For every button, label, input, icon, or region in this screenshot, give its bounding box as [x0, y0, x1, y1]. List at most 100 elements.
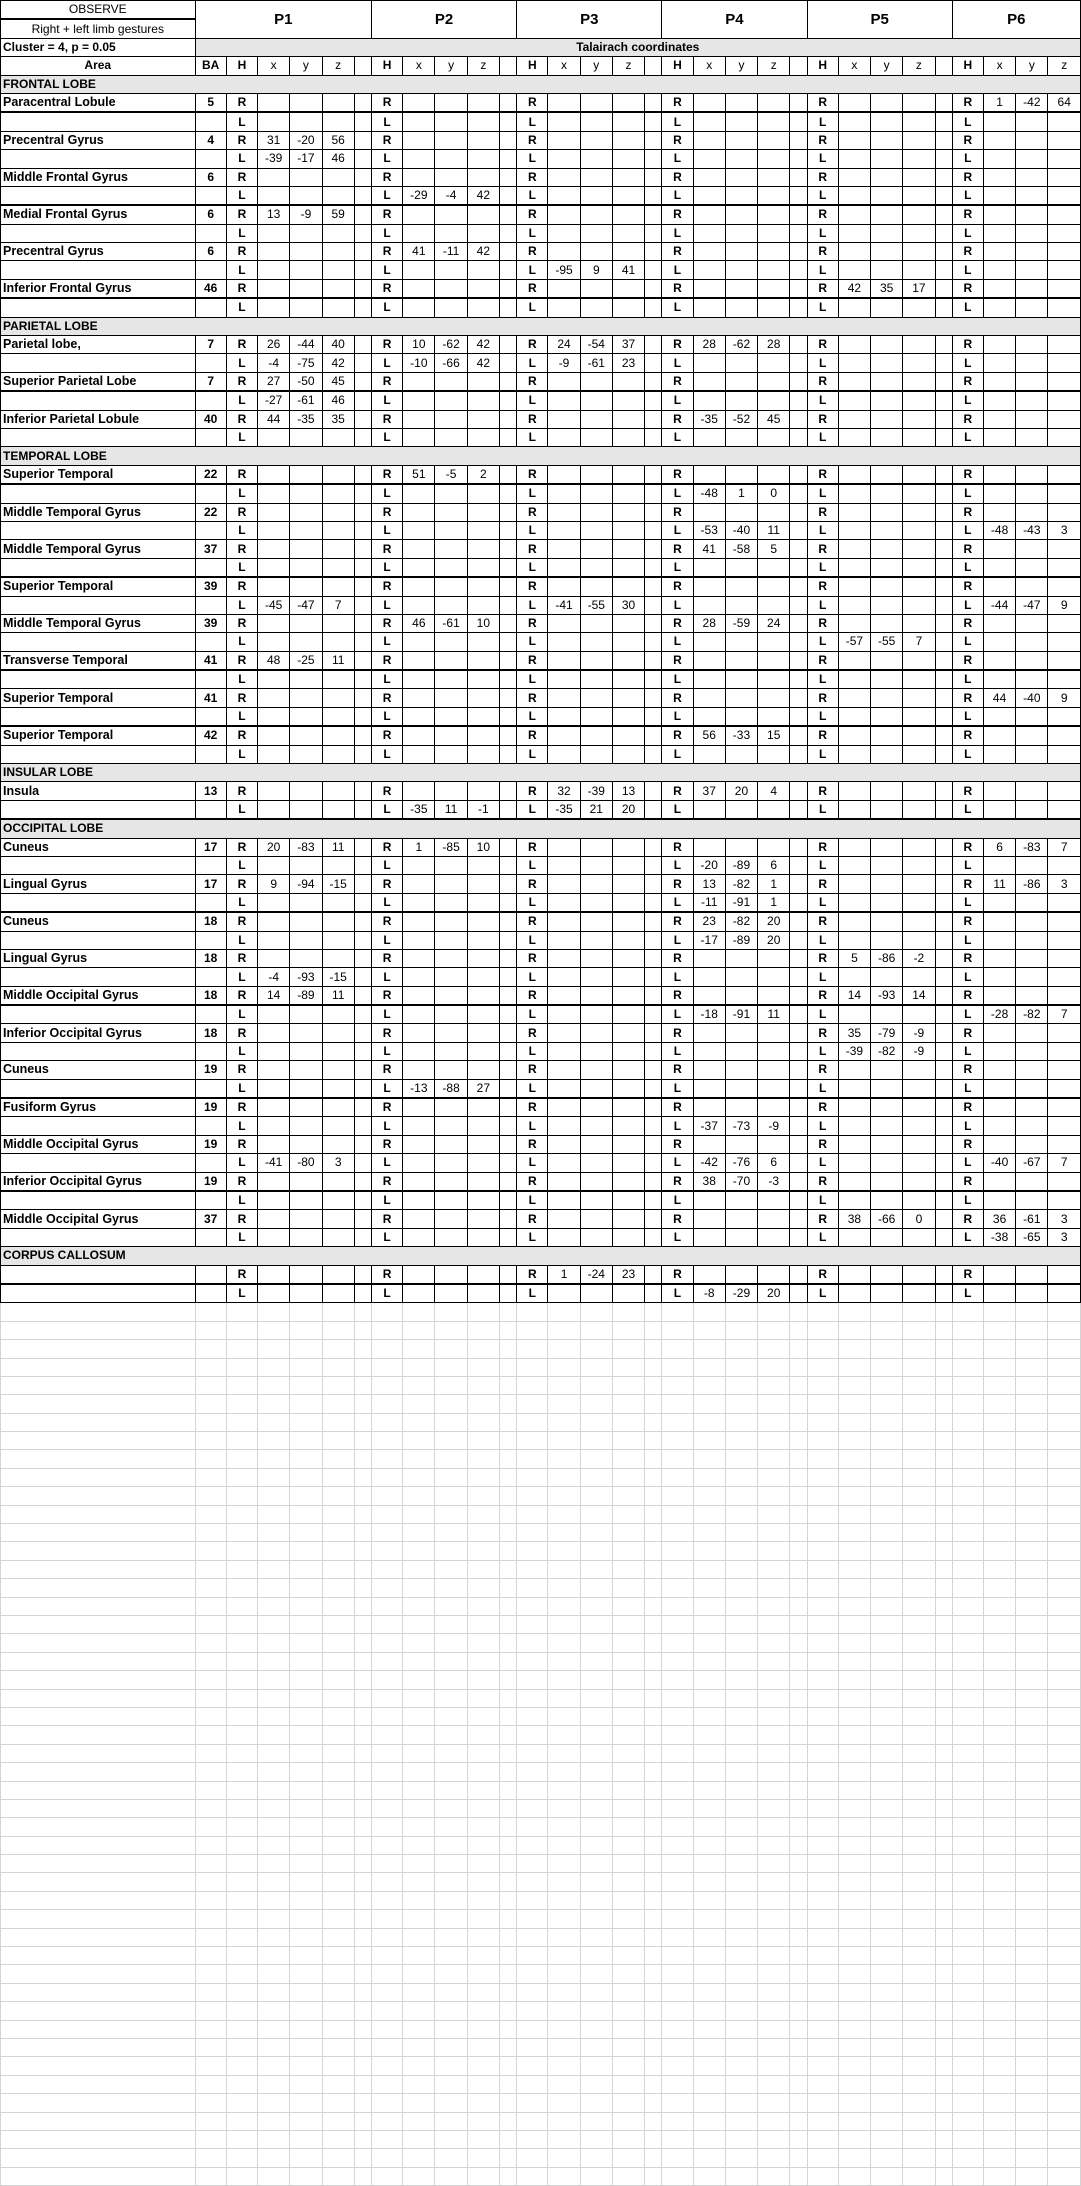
- section-title: PARIETAL LOBE: [0, 316, 1081, 337]
- coord-y-p6: [1015, 706, 1049, 728]
- coord-z-p5: 17: [902, 278, 936, 300]
- hemisphere-p3: L: [516, 185, 549, 207]
- hemisphere-p3: R: [516, 278, 549, 300]
- empty-cell: [225, 1706, 259, 1727]
- coord-y-p2: [434, 576, 468, 597]
- hemisphere-p3: L: [516, 353, 549, 373]
- empty-cell: [516, 2093, 549, 2113]
- coord-z-p1: [321, 242, 355, 262]
- coord-x-p3: [547, 1134, 581, 1155]
- empty-cell: [0, 1412, 196, 1433]
- coord-z-p3: [611, 483, 646, 504]
- hemisphere-p2: L: [370, 557, 404, 579]
- empty-cell: [934, 2148, 953, 2168]
- empty-grid-row: [0, 1909, 1081, 1929]
- empty-cell: [547, 1633, 581, 1653]
- coord-y-p4: [724, 650, 759, 672]
- hemisphere-p5: R: [806, 688, 839, 708]
- hemisphere-p6: R: [951, 335, 984, 355]
- empty-cell: [644, 1504, 663, 1525]
- coord-y-p3: [579, 1134, 613, 1155]
- empty-cell: [257, 1817, 291, 1837]
- empty-cell: [434, 1946, 468, 1966]
- empty-cell: [353, 2129, 372, 2150]
- empty-cell: [644, 1927, 663, 1948]
- coord-x-p6: [982, 353, 1017, 373]
- coord-y-p2: [434, 167, 468, 187]
- empty-cell: [934, 1302, 953, 1322]
- empty-cell: [1047, 2074, 1081, 2095]
- coord-y-p1: [289, 576, 323, 597]
- hemisphere-p4: L: [661, 185, 694, 207]
- empty-cell: [516, 1633, 549, 1653]
- empty-cell: [402, 1375, 436, 1396]
- coord-x-p3: [547, 409, 581, 429]
- empty-cell: [757, 2166, 791, 2186]
- empty-cell: [466, 1449, 500, 1469]
- coord-y-p1: [289, 185, 323, 207]
- coord-z-p3: [611, 427, 646, 448]
- coord-y-p2: [434, 278, 468, 300]
- empty-cell: [1015, 1725, 1049, 1745]
- empty-cell: [1015, 1762, 1049, 1782]
- hemisphere-p5: L: [806, 1153, 839, 1173]
- coord-x-p6: [982, 1023, 1017, 1043]
- coord-x-p4: -20: [692, 855, 726, 876]
- empty-cell: [321, 1946, 355, 1966]
- spacer-cell: [498, 799, 518, 821]
- hemisphere-p1: L: [225, 1153, 259, 1173]
- empty-cell: [611, 1596, 646, 1616]
- coord-z-p6: [1047, 1060, 1081, 1080]
- empty-cell: [434, 2074, 468, 2095]
- spacer-cell: [644, 632, 663, 652]
- empty-cell: [661, 1523, 694, 1543]
- brodmann-area: 39: [194, 576, 227, 597]
- coord-x-p2: [402, 167, 436, 187]
- participant-header-p1: P1: [194, 0, 372, 39]
- brodmann-area: [194, 632, 227, 652]
- hemisphere-p1: L: [225, 1227, 259, 1248]
- spacer-cell: [353, 242, 372, 262]
- hemisphere-p4: L: [661, 427, 694, 448]
- area-column-header: Area: [0, 56, 196, 76]
- empty-cell: [789, 2166, 808, 2186]
- empty-cell: [516, 1302, 549, 1322]
- coord-x-p3: [547, 1023, 581, 1043]
- empty-cell: [789, 1633, 808, 1653]
- coord-z-p5: [902, 242, 936, 262]
- coord-x-p5: [837, 706, 872, 728]
- empty-cell: [1015, 1872, 1049, 1892]
- empty-cell: [257, 2166, 291, 2186]
- empty-cell: [934, 1854, 953, 1874]
- coord-z-p4: 6: [757, 1153, 791, 1173]
- coord-x-p2: [402, 1097, 436, 1118]
- coord-x-p1: [257, 930, 291, 950]
- coord-y-p5: [870, 557, 904, 579]
- hemisphere-p6: L: [951, 892, 984, 914]
- spacer-cell: [789, 1283, 808, 1304]
- coord-y-p3: [579, 223, 613, 244]
- spacer-cell: [498, 948, 518, 969]
- empty-cell: [644, 1559, 663, 1580]
- coord-x-p5: 5: [837, 948, 872, 969]
- spacer-cell: [498, 464, 518, 486]
- coord-z-p4: [757, 967, 791, 987]
- coord-z-p6: 3: [1047, 874, 1081, 894]
- coord-y-p2: [434, 297, 468, 318]
- coord-y-p2: [434, 149, 468, 169]
- coord-z-p6: [1047, 130, 1081, 151]
- empty-cell: [0, 1504, 196, 1525]
- empty-cell: [951, 1357, 984, 1377]
- empty-cell: [321, 1339, 355, 1359]
- spacer-cell: [934, 632, 953, 652]
- coord-z-p3: [611, 557, 646, 579]
- coord-x-p3: -9: [547, 353, 581, 373]
- hemisphere-p2: R: [370, 167, 404, 187]
- empty-cell: [789, 2037, 808, 2058]
- spacer-cell: [644, 278, 663, 300]
- spacer-cell: [644, 149, 663, 169]
- empty-cell: [257, 2093, 291, 2113]
- empty-cell: [321, 1964, 355, 1984]
- axis-column-header: z: [757, 56, 791, 76]
- empty-cell: [353, 1320, 372, 1341]
